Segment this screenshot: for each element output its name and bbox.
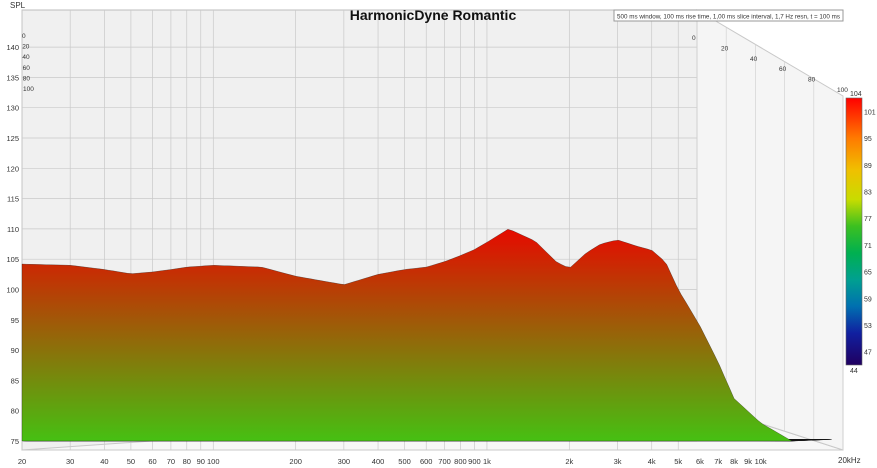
y-tick-label: 80	[11, 407, 19, 416]
time-tick-label-right: 0	[692, 35, 696, 42]
colorbar-tick-labels: 104 101 95 89 83 77 71 65 59 53 47 44	[850, 91, 876, 375]
x-tick-label: 90	[197, 457, 205, 466]
x-tick-label: 10k	[755, 457, 767, 466]
time-tick-label-left: 0	[22, 33, 26, 40]
y-tick-label: 90	[11, 346, 19, 355]
colorbar-tick-label: 95	[864, 136, 872, 143]
x-tick-label: 30	[66, 457, 74, 466]
time-tick-labels: 0 0 20 20 40 40 60 60 80 80 100 100	[22, 33, 848, 94]
x-tick-label: 70	[167, 457, 175, 466]
y-tick-label: 100	[6, 286, 19, 295]
x-unit-label: 20kHz	[838, 456, 861, 465]
x-tick-label: 800	[454, 457, 467, 466]
y-tick-label: 120	[6, 164, 19, 173]
chart-title: HarmonicDyne Romantic	[350, 7, 517, 23]
x-tick-label: 7k	[714, 457, 722, 466]
y-tick-label: 105	[6, 255, 19, 264]
colorbar-tick-label: 71	[864, 243, 872, 250]
x-tick-label: 5k	[674, 457, 682, 466]
time-tick-label-right: 60	[779, 66, 787, 73]
x-tick-label: 600	[420, 457, 433, 466]
x-tick-label: 1k	[483, 457, 491, 466]
waterfall-surface	[21, 229, 832, 442]
x-tick-label: 100	[207, 457, 220, 466]
x-tick-label: 500	[398, 457, 411, 466]
x-tick-label: 40	[100, 457, 108, 466]
time-tick-label-left: 40	[22, 54, 30, 61]
x-tick-label: 20	[18, 457, 26, 466]
y-tick-label: 85	[11, 376, 19, 385]
y-tick-label: 95	[11, 316, 19, 325]
x-tick-label: 80	[183, 457, 191, 466]
y-tick-label: 110	[7, 225, 19, 234]
time-tick-label-right: 20	[721, 45, 729, 52]
y-axis-label: SPL	[10, 1, 26, 10]
x-tick-label: 9k	[744, 457, 752, 466]
x-tick-label: 8k	[730, 457, 738, 466]
x-tick-label: 4k	[648, 457, 656, 466]
colorbar	[845, 97, 863, 366]
x-tick-label: 700	[438, 457, 451, 466]
x-tick-label: 300	[338, 457, 351, 466]
y-tick-label: 140	[6, 43, 19, 52]
colorbar-tick-label: 44	[850, 368, 858, 375]
colorbar-tick-label: 101	[864, 109, 876, 116]
colorbar-tick-label: 89	[864, 163, 872, 170]
colorbar-tick-label: 83	[864, 189, 872, 196]
y-tick-label: 135	[6, 73, 19, 82]
y-tick-labels: 75 80 85 90 95 100 105 110 115 120 125 130 135 140	[6, 43, 19, 446]
y-tick-label: 130	[6, 104, 19, 113]
x-tick-label: 400	[372, 457, 385, 466]
colorbar-tick-label: 47	[864, 350, 872, 357]
colorbar-tick-label: 59	[864, 296, 872, 303]
x-tick-label: 60	[148, 457, 156, 466]
time-tick-label-left: 80	[23, 75, 31, 82]
y-tick-label: 75	[11, 437, 19, 446]
x-tick-label: 3k	[614, 457, 622, 466]
time-tick-label-left: 100	[23, 86, 34, 93]
x-tick-label: 900	[468, 457, 481, 466]
info-box	[613, 9, 844, 22]
x-tick-label: 2k	[565, 457, 573, 466]
time-tick-label-left: 20	[22, 44, 30, 51]
colorbar-tick-label: 53	[864, 323, 872, 330]
colorbar-tick-label: 104	[850, 91, 862, 98]
time-tick-label-right: 100	[837, 87, 848, 94]
x-tick-label: 50	[127, 457, 135, 466]
y-tick-label: 125	[6, 134, 19, 143]
x-tick-label: 6k	[696, 457, 704, 466]
time-tick-label-right: 40	[750, 56, 758, 63]
side-gridlines	[696, 10, 844, 450]
x-tick-labels: 20 30 40 50 60 70 80 90 100 200 300 400 500 600 700 800…	[18, 457, 767, 466]
colorbar-tick-label: 65	[864, 270, 872, 277]
y-tick-label: 115	[7, 195, 19, 204]
waterfall-slice	[21, 229, 793, 442]
x-tick-label: 200	[289, 457, 302, 466]
time-tick-label-right: 80	[808, 77, 816, 84]
time-tick-label-left: 60	[23, 65, 31, 72]
colorbar-tick-label: 77	[864, 216, 872, 223]
info-text: 500 ms window, 100 ms rise time, 1,00 ms…	[617, 14, 841, 21]
